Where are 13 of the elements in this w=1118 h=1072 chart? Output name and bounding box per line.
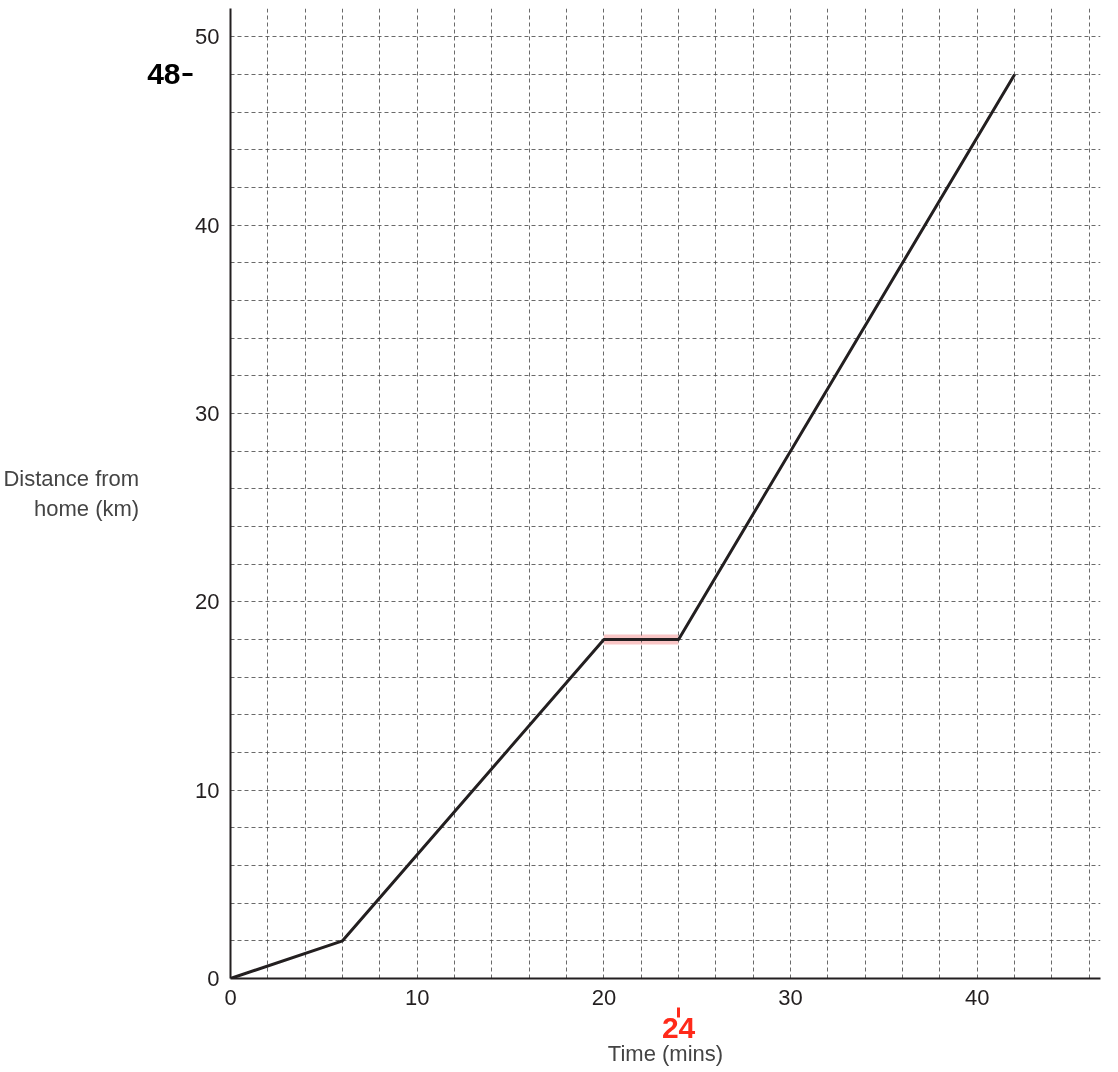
y-tick-label: 10 — [195, 777, 220, 803]
x-tick-label: 20 — [591, 984, 617, 1010]
x-tick-label: 10 — [404, 984, 430, 1010]
y-tick-label: 40 — [195, 212, 220, 238]
y-tick-label: 30 — [195, 400, 220, 426]
x-tick-label: 30 — [778, 984, 803, 1010]
text: 48 — [147, 57, 181, 91]
y-tick-label: 50 — [195, 24, 220, 50]
y-tick-label: 0 — [207, 966, 220, 991]
y-tick-label: 20 — [195, 589, 220, 615]
y-axis-title: Distance from home (km) — [3, 466, 140, 521]
x-tick-label: 40 — [965, 984, 990, 1010]
x-tick-label: 0 — [224, 984, 237, 1010]
